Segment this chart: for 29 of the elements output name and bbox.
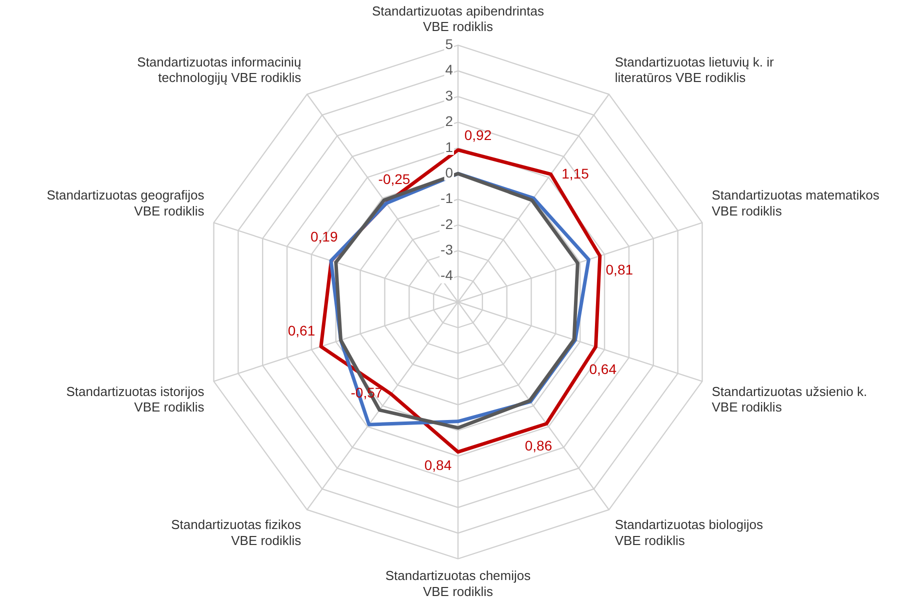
spoke-label: Standartizuotas fizikos VBE rodiklis <box>171 517 302 548</box>
data-label: 0,19 <box>310 228 338 244</box>
data-label: 0,86 <box>524 438 552 454</box>
spoke-label: Standartizuotas istorijos VBE rodiklis <box>66 384 205 414</box>
data-label: 0,92 <box>464 126 492 143</box>
spoke-label: Standartizuotas lietuvių k. ir literatūros VBE rodiklis <box>614 54 774 85</box>
data-label: 0,64 <box>589 360 617 377</box>
spoke-label: Standartizuotas geografijos VBE rodiklis <box>46 188 205 218</box>
y-tick-label: 5 <box>445 36 454 52</box>
spoke-label: Standartizuotas informacinių technologijų VBE rodiklis <box>137 54 302 85</box>
y-tick-label: 4 <box>445 62 454 78</box>
y-tick-label: -4 <box>440 267 454 284</box>
spoke-label: Standartizuotas užsienio k. VBE rodiklis <box>712 384 868 414</box>
y-tick-label: 1 <box>445 138 454 155</box>
spoke-label: Standartizuotas matematikos VBE rodiklis <box>712 188 880 218</box>
data-label: 1,15 <box>562 166 590 182</box>
spoke-label: Standartizuotas biologijos VBE rodiklis <box>614 517 764 548</box>
y-tick-label: -2 <box>440 216 454 232</box>
y-tick-label: 2 <box>445 113 454 130</box>
spoke-label: Standartizuotas chemijos VBE rodiklis <box>385 568 532 599</box>
data-label: 0,84 <box>424 456 452 473</box>
y-tick-label: 3 <box>445 87 454 104</box>
data-label: 0,61 <box>288 322 316 339</box>
y-tick-label: 0 <box>445 164 454 180</box>
spoke-label: Standartizuotas apibendrintas VBE rodiklis <box>372 3 544 34</box>
data-label: 0,81 <box>606 261 634 278</box>
y-tick-label: -1 <box>440 190 454 206</box>
data-label: -0,25 <box>378 171 410 188</box>
y-tick-label: -3 <box>440 242 454 258</box>
